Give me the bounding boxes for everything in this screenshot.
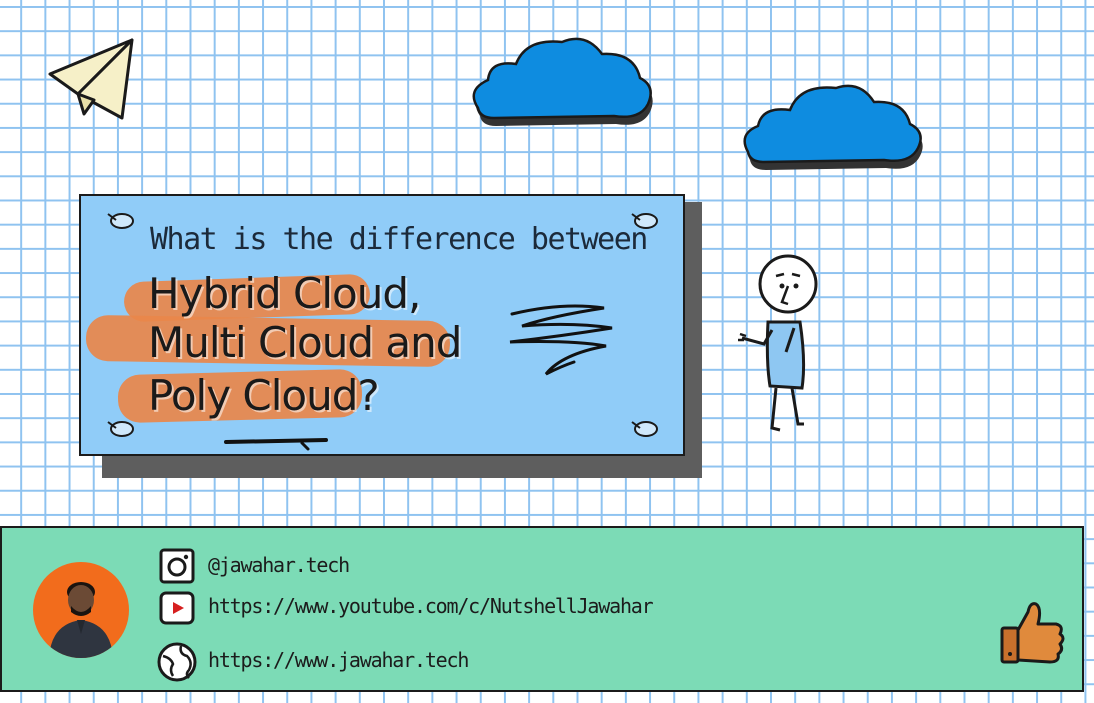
instagram-icon[interactable] xyxy=(157,546,197,586)
globe-icon[interactable] xyxy=(155,640,199,684)
thumbs-up-icon xyxy=(1000,602,1065,664)
title-line-1: Hybrid Cloud, xyxy=(148,269,421,318)
instagram-handle[interactable]: @jawahar.tech xyxy=(208,553,350,577)
underline-doodle xyxy=(224,438,328,451)
pin-icon xyxy=(107,213,134,229)
question-text: What is the difference between xyxy=(150,222,648,257)
cloud-icon xyxy=(472,37,653,126)
paper-plane-icon xyxy=(48,38,134,120)
avatar xyxy=(33,562,129,658)
cloud-icon xyxy=(743,84,923,170)
pin-icon xyxy=(631,213,658,229)
youtube-link[interactable]: https://www.youtube.com/c/NutshellJawaha… xyxy=(208,594,654,618)
person-photo xyxy=(49,582,113,658)
stick-figure xyxy=(738,254,818,432)
youtube-icon[interactable] xyxy=(157,588,197,628)
pin-icon xyxy=(107,421,134,437)
website-link[interactable]: https://www.jawahar.tech xyxy=(208,648,469,672)
title-line-3: Poly Cloud? xyxy=(148,371,380,420)
pin-icon xyxy=(631,421,658,437)
title-line-2: Multi Cloud and xyxy=(148,318,462,367)
scribble-doodle xyxy=(509,304,613,376)
